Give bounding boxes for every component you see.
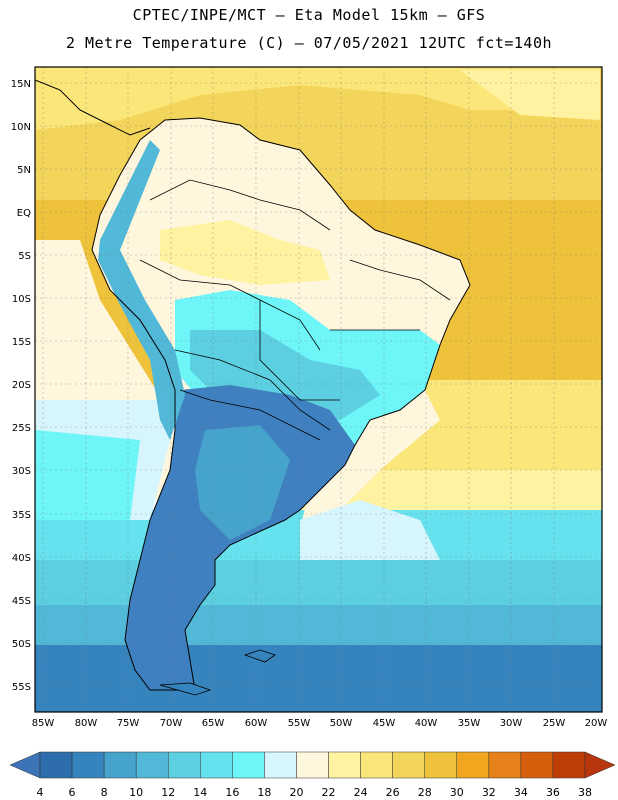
lat-label: 55S — [12, 682, 31, 693]
lat-label: 5S — [18, 251, 31, 262]
colorbar-swatch — [520, 751, 554, 779]
lon-label: 50W — [330, 718, 353, 729]
lon-label: 65W — [202, 718, 225, 729]
map-frame — [34, 66, 603, 713]
lat-label: 25S — [12, 423, 31, 434]
lat-label: 40S — [12, 553, 31, 564]
colorbar-label: 14 — [193, 786, 207, 799]
colorbar-swatch — [264, 751, 297, 779]
colorbar-swatch — [296, 751, 329, 779]
lat-label: 35S — [12, 510, 31, 521]
lat-label: 45S — [12, 596, 31, 607]
lon-label: 40W — [415, 718, 438, 729]
colorbar-swatch — [488, 751, 522, 779]
colorbar-label: 4 — [37, 786, 44, 799]
lon-label: 70W — [160, 718, 183, 729]
colorbar-swatch — [392, 751, 425, 779]
pampas-lighter — [195, 425, 290, 540]
map-field — [35, 67, 602, 712]
falklands — [243, 649, 276, 663]
colorbar-label: 24 — [354, 786, 368, 799]
colorbar-label: 38 — [578, 786, 592, 799]
colorbar-label: 36 — [546, 786, 560, 799]
colorbar-swatch — [135, 751, 169, 779]
lon-label: 35W — [458, 718, 481, 729]
central-america — [35, 79, 151, 136]
colorbar-label: 12 — [161, 786, 175, 799]
colorbar-label: 10 — [129, 786, 143, 799]
band-coldest — [35, 645, 602, 712]
lon-label: 20W — [585, 718, 608, 729]
colorbar-swatch — [167, 751, 201, 779]
lat-label: 20S — [12, 380, 31, 391]
lon-label: 75W — [117, 718, 140, 729]
lon-label: 60W — [245, 718, 268, 729]
colorbar-label: 30 — [450, 786, 464, 799]
pale-ne — [460, 70, 600, 120]
lat-label: 15S — [12, 337, 31, 348]
colorbar: 4 6 8 10 12 14 16 18 20 22 24 26 28 30 32 34 36 38 — [9, 751, 616, 799]
longitude-labels: 85W 80W 75W 70W 65W 60W 55W 50W 45W 40W … — [32, 718, 608, 729]
colorbar-swatch — [456, 751, 490, 779]
colorbar-swatch — [424, 751, 458, 779]
atlantic-cool-coast — [300, 500, 440, 560]
lon-label: 85W — [32, 718, 55, 729]
map-subtitle: 2 Metre Temperature (C) – 07/05/2021 12U… — [65, 34, 553, 52]
colorbar-label: 34 — [514, 786, 528, 799]
lat-label: 30S — [12, 466, 31, 477]
lon-label: 25W — [543, 718, 566, 729]
colorbar-swatch — [200, 751, 233, 779]
lat-label: 5N — [17, 165, 31, 176]
lat-label: 15N — [11, 79, 31, 90]
latitude-labels: 15N 10N 5N EQ 5S 10S 15S 20S 25S 30S 35S… — [11, 79, 31, 693]
colorbar-label: 6 — [69, 786, 76, 799]
colorbar-label: 18 — [257, 786, 271, 799]
colorbar-label: 8 — [101, 786, 108, 799]
lon-label: 30W — [500, 718, 523, 729]
map-title: CPTEC/INPE/MCT – Eta Model 15km – GFS — [132, 6, 486, 24]
lat-label: 10N — [11, 122, 31, 133]
colorbar-swatch — [39, 751, 73, 779]
colorbar-right-arrow — [584, 751, 616, 779]
colorbar-swatch — [360, 751, 393, 779]
colorbar-label: 28 — [418, 786, 432, 799]
lon-label: 45W — [373, 718, 396, 729]
colorbar-label: 22 — [322, 786, 336, 799]
lat-label: EQ — [17, 208, 31, 219]
coastline — [91, 117, 471, 691]
lon-label: 55W — [288, 718, 311, 729]
colorbar-swatch — [552, 751, 586, 779]
colorbar-label: 26 — [386, 786, 400, 799]
lon-label: 80W — [75, 718, 98, 729]
amazon-warm — [160, 220, 330, 285]
pacific-cool2 — [35, 430, 140, 520]
colorbar-swatch — [232, 751, 265, 779]
southern-land-cold — [125, 385, 355, 690]
colorbar-swatch — [328, 751, 361, 779]
colorbar-label: 32 — [482, 786, 496, 799]
colorbar-swatch — [103, 751, 137, 779]
lat-label: 10S — [12, 294, 31, 305]
colorbar-left-arrow — [9, 751, 41, 779]
colorbar-label: 20 — [289, 786, 303, 799]
colorbar-swatch — [71, 751, 105, 779]
country-borders — [139, 179, 451, 441]
andes-band — [98, 140, 185, 440]
colorbar-label: 16 — [225, 786, 239, 799]
tierra-del-fuego — [159, 682, 212, 696]
lat-label: 50S — [12, 639, 31, 650]
